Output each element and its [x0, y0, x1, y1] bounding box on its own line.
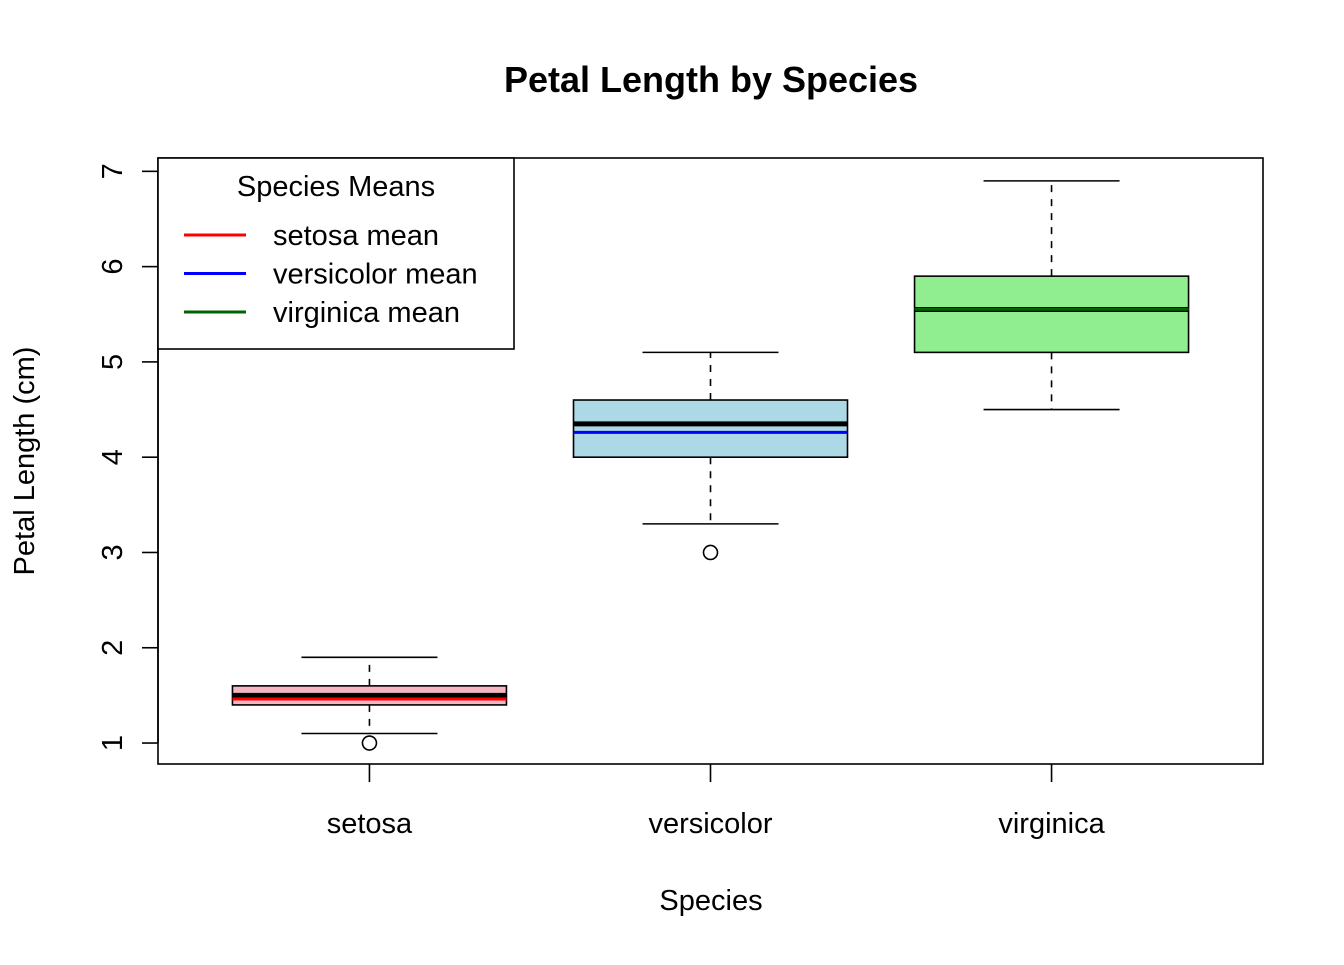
y-axis-label: Petal Length (cm): [9, 347, 41, 576]
box-virginica: [913, 275, 1190, 354]
y-tick-label: 4: [97, 449, 129, 465]
legend-box: [157, 157, 515, 350]
outlier-point: [702, 544, 719, 561]
legend: Species Means setosa mean versicolor mean v…: [157, 157, 515, 350]
x-axis-label: Species: [659, 885, 762, 917]
x-tick-label: setosa: [327, 808, 413, 840]
y-tick-label: 3: [97, 544, 129, 560]
legend-label: virginica mean: [273, 297, 460, 329]
y-tick-label: 7: [97, 163, 129, 179]
legend-title: Species Means: [237, 171, 435, 203]
y-tick-label: 2: [97, 640, 129, 656]
y-tick-label: 5: [97, 354, 129, 370]
y-tick-label: 6: [97, 259, 129, 275]
chart-title: Petal Length by Species: [504, 59, 918, 100]
y-tick-label: 1: [97, 735, 129, 751]
legend-label: versicolor mean: [273, 259, 478, 291]
box-versicolor: [572, 399, 849, 458]
outlier-point: [361, 735, 378, 751]
legend-label: setosa mean: [273, 220, 439, 252]
x-tick-label: virginica: [998, 808, 1105, 840]
plot-area: 1 2 3 4 5 6 7 setosa versicolor virginica: [97, 157, 1264, 840]
x-tick-label: versicolor: [648, 808, 772, 840]
